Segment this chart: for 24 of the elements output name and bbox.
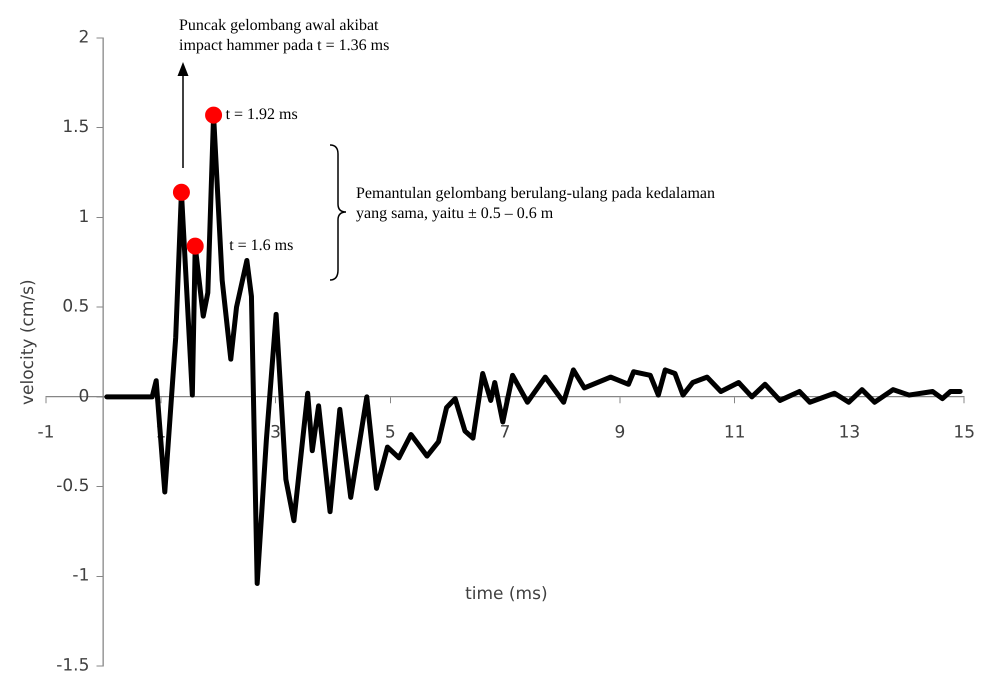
point [205, 106, 222, 124]
annotation: t = 1.6 ms [229, 236, 294, 256]
y-tick-label: 2 [78, 27, 90, 48]
point [172, 184, 190, 201]
annotation: Puncak gelombang awal akibat impact hammer pada t = 1.36 ms [179, 16, 390, 56]
x-tick-label: 13 [838, 422, 860, 442]
y-tick-label: -1 [72, 566, 90, 586]
annotation: Pemantulan gelombang berulang-ulang pada kedalaman yang sama, yaitu ± 0.5 – 0.6 m [356, 184, 716, 224]
x-tick-label: 15 [953, 422, 976, 442]
x-tick-label: 7 [500, 422, 511, 442]
y-axis-title: velocity (cm/s) [18, 279, 38, 405]
y-tick-label: 1.5 [62, 117, 90, 138]
x-tick-label: 3 [270, 422, 281, 442]
y-tick-label: 0.5 [62, 296, 90, 317]
x-tick-label: -1 [38, 422, 54, 442]
y-tick-label: -1.5 [56, 655, 90, 676]
x-tick-label: 9 [614, 422, 626, 442]
x-tick-label: 11 [724, 422, 746, 442]
x-axis-title: time (ms) [465, 584, 548, 604]
annotation: t = 1.92 ms [226, 105, 298, 126]
point [186, 238, 204, 255]
y-tick-label: 1 [78, 206, 90, 227]
x-tick-label: 5 [384, 422, 396, 442]
y-tick-label: -0.5 [56, 476, 90, 496]
